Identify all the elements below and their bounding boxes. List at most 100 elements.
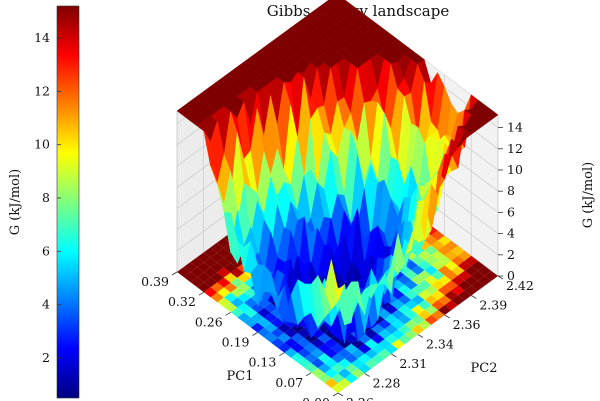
z-tick-label: 2 — [507, 247, 515, 262]
contour-cell — [304, 343, 318, 353]
y-tick-label: 2.31 — [399, 356, 427, 371]
contour-cell — [451, 265, 465, 276]
contour-cell — [437, 255, 452, 266]
contour-cell — [277, 332, 291, 343]
contour-cell — [437, 295, 452, 306]
contour-cell — [324, 378, 338, 388]
contour-cell — [437, 245, 452, 256]
contour-cell — [324, 338, 338, 349]
energy-surface — [176, 0, 499, 344]
contour-cell — [244, 297, 258, 308]
contour-cell — [411, 255, 425, 266]
contour-cell — [351, 358, 365, 369]
contour-cell — [217, 267, 231, 278]
contour-cell — [417, 280, 432, 290]
contour-cell — [411, 324, 425, 335]
contour-cell — [431, 280, 445, 291]
contour-cell — [411, 284, 425, 295]
contour-cell — [223, 292, 238, 303]
contour-cell — [324, 348, 338, 359]
contour-cell — [203, 277, 218, 288]
contour-cell — [431, 290, 445, 300]
contour-cell — [444, 270, 458, 281]
y-tick-label: 2.36 — [453, 317, 481, 332]
contour-cell — [250, 302, 265, 313]
contour-cell — [424, 245, 438, 256]
contour-cell — [391, 319, 405, 330]
contour-cell — [317, 373, 332, 383]
contour-cell — [338, 378, 352, 389]
contour-cell — [351, 338, 365, 349]
contour-cell — [424, 235, 438, 246]
y-tick — [337, 392, 344, 397]
contour-cell — [264, 302, 278, 313]
contour-cell — [210, 282, 224, 293]
contour-cell — [223, 252, 238, 263]
contour-cell — [457, 280, 472, 291]
contour-cell — [297, 338, 311, 348]
contour-cell — [324, 368, 338, 378]
contour-cell — [250, 322, 265, 333]
colorbar-tick-label: 12 — [34, 83, 50, 98]
contour-cell — [197, 252, 211, 263]
contour-cell — [424, 314, 438, 325]
contour-cell — [324, 358, 338, 369]
contour-cell — [230, 287, 244, 298]
contour-cell — [431, 230, 445, 241]
x-tick-label: 0.19 — [222, 335, 250, 350]
contour-cell — [230, 277, 244, 288]
contour-cell — [304, 362, 318, 373]
contour-cell — [484, 271, 498, 281]
contour-cell — [337, 348, 352, 359]
contour-cell — [277, 342, 291, 353]
colorbar-tick-label: 4 — [42, 297, 50, 312]
contour-cell — [391, 289, 405, 300]
contour-cell — [210, 262, 224, 273]
x-tick-label: 0.00 — [302, 395, 330, 401]
contour-cell — [377, 309, 392, 320]
axis-ticks: 0.00 0.07 0.13 0.19 0.26 0.32 0.39 2.26 2.28 2.31… — [141, 120, 534, 401]
contour-cell — [244, 307, 258, 318]
contour-cell — [404, 319, 418, 330]
y-tick-label: 2.26 — [346, 395, 374, 401]
y-tick-label: 2.28 — [373, 376, 401, 391]
contour-cell — [464, 255, 478, 266]
contour-cell — [411, 314, 425, 325]
contour-cell — [431, 260, 445, 271]
contour-cell — [358, 363, 372, 374]
contour-cell — [397, 284, 412, 295]
contour-cell — [210, 242, 224, 253]
contour-cell — [384, 304, 398, 315]
colorbar-tick-label: 10 — [34, 137, 50, 152]
contour-cell — [344, 343, 358, 354]
contour-cell — [290, 323, 305, 333]
contour-cell — [398, 334, 412, 345]
contour-cell — [217, 237, 231, 248]
contour-cell — [444, 250, 458, 261]
contour-cell — [344, 363, 358, 374]
x-tick — [305, 372, 312, 377]
contour-cell — [471, 260, 485, 271]
contour-cell — [457, 270, 472, 281]
contour-cell — [397, 304, 412, 315]
contour-cell — [311, 348, 325, 358]
contour-cell — [291, 342, 305, 353]
contour-cell — [384, 324, 398, 335]
contour-cell — [244, 317, 258, 328]
contour-cell — [257, 307, 271, 318]
contour-cell — [384, 334, 398, 345]
z-tick-label: 4 — [507, 226, 515, 241]
contour-cell — [223, 272, 238, 283]
contour-cell — [397, 324, 412, 335]
contour-cell — [237, 302, 251, 313]
contour-cell — [378, 349, 392, 359]
contour-cell — [471, 270, 485, 281]
contour-cell — [210, 252, 224, 263]
contour-cell — [364, 329, 378, 339]
z-tick-label: 0 — [507, 268, 515, 283]
contour-cell — [331, 363, 345, 374]
contour-cell — [417, 290, 432, 300]
contour-cell — [237, 282, 251, 293]
contour-cell — [457, 260, 472, 271]
contour-cell — [244, 287, 258, 298]
